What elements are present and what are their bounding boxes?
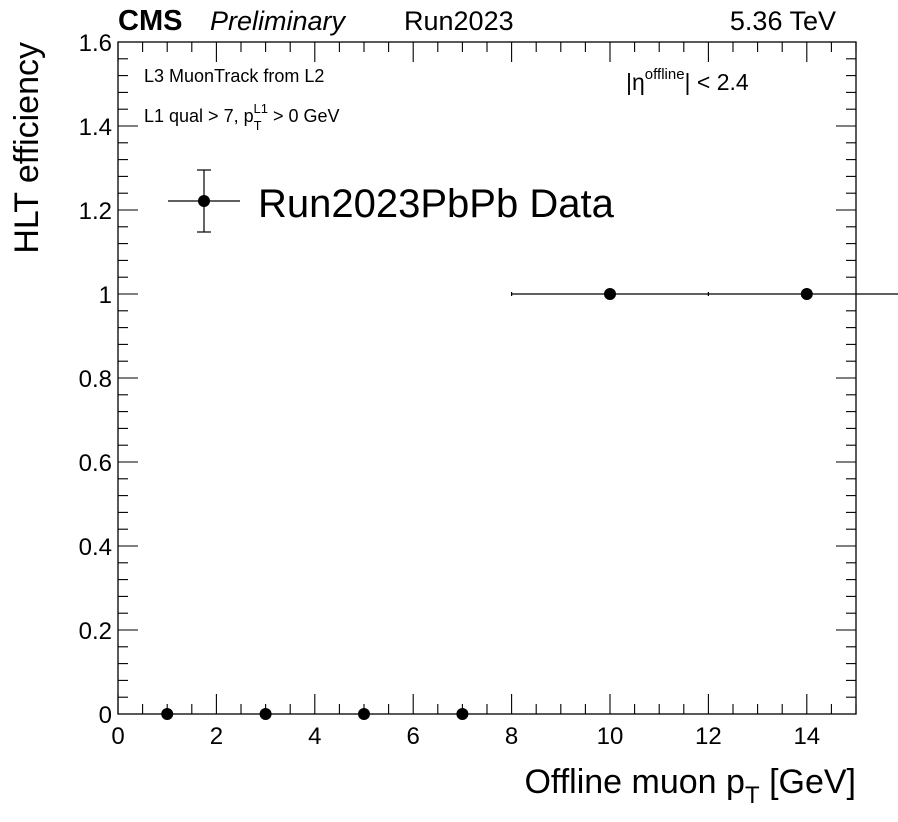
- x-axis-title-unit: [GeV]: [760, 763, 856, 801]
- eta-cut-sup: offline: [645, 66, 685, 83]
- y-tick-label: 1.4: [79, 114, 112, 141]
- x-tick-label: 4: [308, 723, 321, 750]
- y-tick-label: 0.8: [79, 366, 112, 393]
- legend: Run2023PbPb Data: [168, 169, 615, 233]
- eta-cut-label: |ηoffline| < 2.4: [626, 66, 749, 95]
- annotation-line2-suffix: > 0 GeV: [268, 106, 340, 126]
- x-axis-title-main: Offline muon p: [524, 763, 745, 801]
- data-marks: [161, 288, 898, 720]
- plot-frame: [117, 41, 857, 715]
- x-tick-label: 12: [695, 723, 722, 750]
- status-label: Preliminary: [210, 6, 347, 36]
- energy-label: 5.36 TeV: [730, 6, 836, 36]
- y-tick-label: 0.2: [79, 618, 112, 645]
- y-axis-title: HLT efficiency: [8, 42, 46, 254]
- data-point: [358, 708, 370, 720]
- annotation-line2-sub: T: [254, 118, 262, 133]
- x-tick-label: 2: [210, 723, 223, 750]
- x-axis-title: Offline muon pT [GeV]: [524, 763, 856, 809]
- x-tick-label: 0: [111, 723, 124, 750]
- legend-marker-dot: [198, 195, 210, 207]
- eta-cut-suffix: | < 2.4: [685, 69, 749, 95]
- data-point: [604, 288, 616, 300]
- y-tick-label: 0: [99, 702, 112, 729]
- data-point: [259, 708, 272, 720]
- annotation-line2: L1 qual > 7, pT L1 > 0 GeV: [144, 101, 340, 133]
- x-tick-label: 8: [505, 723, 518, 750]
- run-label: Run2023: [404, 6, 514, 36]
- y-tick-label: 1.2: [79, 198, 112, 225]
- x-tick-label: 14: [793, 723, 820, 750]
- x-tick-label: 10: [597, 723, 624, 750]
- data-point: [800, 288, 813, 300]
- data-point: [456, 708, 469, 720]
- x-axis-title-sub: T: [745, 782, 760, 809]
- y-tick-label: 0.4: [79, 534, 112, 561]
- data-point: [161, 708, 174, 720]
- experiment-label: CMS: [118, 5, 182, 37]
- eta-cut-prefix: |η: [626, 69, 645, 95]
- y-tick-label: 1.6: [79, 30, 112, 57]
- x-tick-label: 6: [407, 723, 420, 750]
- legend-entry-label: Run2023PbPb Data: [258, 182, 615, 226]
- y-tick-label: 0.6: [79, 450, 112, 477]
- axes: 0 2 4 6 8 10 12 14 0 0.2 0.4 0.6 0.8 1 1.2 1.4 1.6: [79, 30, 857, 750]
- annotation-line1: L3 MuonTrack from L2: [144, 66, 324, 86]
- annotation-line2-sup: L1: [254, 101, 268, 116]
- y-tick-label: 1: [99, 282, 112, 309]
- annotation-line2-prefix: L1 qual > 7, p: [144, 106, 254, 126]
